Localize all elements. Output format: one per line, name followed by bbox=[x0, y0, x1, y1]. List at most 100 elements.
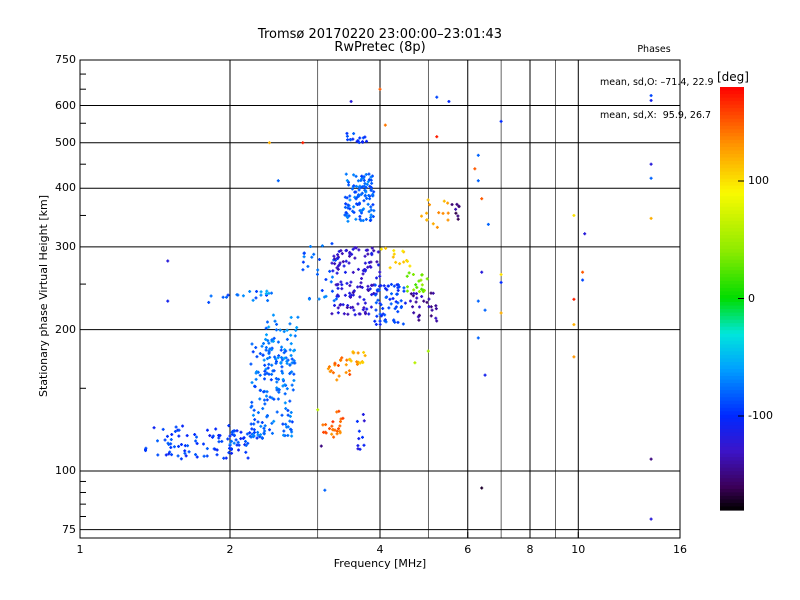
data-point bbox=[336, 364, 340, 368]
data-point bbox=[166, 441, 170, 445]
data-point bbox=[258, 435, 262, 439]
data-point bbox=[351, 209, 355, 213]
colorbar-segment bbox=[720, 450, 744, 455]
data-point bbox=[301, 260, 305, 264]
x-axis-label: Frequency [MHz] bbox=[333, 557, 427, 570]
data-point bbox=[267, 362, 271, 366]
data-point bbox=[268, 395, 272, 399]
data-point bbox=[392, 252, 396, 256]
data-point bbox=[340, 283, 344, 287]
data-point bbox=[331, 371, 335, 375]
data-point bbox=[292, 372, 296, 376]
data-point bbox=[371, 215, 375, 219]
data-point bbox=[437, 211, 441, 215]
data-point bbox=[378, 87, 382, 91]
data-point bbox=[255, 370, 259, 374]
data-point bbox=[349, 138, 353, 142]
data-point bbox=[155, 439, 159, 443]
data-point bbox=[362, 443, 366, 447]
data-point bbox=[417, 313, 421, 317]
colorbar-tick-label: 100 bbox=[748, 174, 769, 187]
data-point bbox=[283, 392, 287, 396]
data-point bbox=[339, 280, 343, 284]
data-point bbox=[454, 211, 458, 215]
data-point bbox=[363, 301, 367, 305]
data-point bbox=[280, 345, 284, 349]
data-point bbox=[271, 339, 275, 343]
colorbar-segment bbox=[720, 111, 744, 116]
data-point bbox=[333, 262, 337, 266]
data-point bbox=[366, 202, 370, 206]
data-point bbox=[415, 296, 419, 300]
colorbar-segment bbox=[720, 485, 744, 490]
data-point bbox=[371, 192, 375, 196]
data-point bbox=[649, 216, 653, 220]
data-point bbox=[372, 190, 376, 194]
data-point bbox=[284, 349, 288, 353]
x-tick-label: 2 bbox=[226, 543, 234, 556]
data-point bbox=[396, 320, 400, 324]
data-point bbox=[330, 242, 334, 246]
colorbar bbox=[720, 87, 744, 511]
data-point bbox=[372, 249, 376, 253]
data-point bbox=[357, 429, 361, 433]
data-point bbox=[363, 261, 367, 265]
data-point bbox=[355, 362, 359, 366]
data-point bbox=[344, 371, 348, 375]
data-point bbox=[354, 217, 358, 221]
data-point bbox=[329, 280, 333, 284]
data-point bbox=[396, 310, 400, 314]
data-point bbox=[361, 272, 365, 276]
x-tick-label: 4 bbox=[376, 543, 384, 556]
data-point bbox=[412, 291, 416, 295]
data-point bbox=[389, 302, 393, 306]
data-point bbox=[354, 246, 358, 250]
data-point bbox=[480, 197, 484, 201]
data-point bbox=[282, 429, 286, 433]
data-point bbox=[331, 269, 335, 273]
data-point bbox=[572, 297, 576, 301]
data-point bbox=[420, 283, 424, 287]
data-point bbox=[386, 284, 390, 288]
data-point bbox=[499, 273, 503, 277]
data-point bbox=[363, 354, 367, 358]
data-point bbox=[276, 397, 280, 401]
data-point bbox=[362, 178, 366, 182]
data-point bbox=[333, 303, 337, 307]
data-point bbox=[277, 390, 281, 394]
data-point bbox=[288, 372, 292, 376]
data-point bbox=[431, 291, 435, 295]
data-point bbox=[307, 297, 311, 301]
data-point bbox=[360, 140, 364, 144]
data-point bbox=[367, 194, 371, 198]
colorbar-segment bbox=[720, 284, 744, 289]
data-point bbox=[372, 209, 376, 213]
data-point bbox=[278, 328, 282, 332]
colorbar-segment bbox=[720, 273, 744, 278]
data-point bbox=[358, 285, 362, 289]
data-point bbox=[290, 357, 294, 361]
data-point bbox=[358, 214, 362, 218]
colorbar-segment bbox=[720, 185, 744, 190]
data-point bbox=[217, 440, 221, 444]
data-point bbox=[383, 123, 387, 127]
data-point bbox=[330, 432, 334, 436]
colorbar-segment bbox=[720, 164, 744, 169]
data-point bbox=[480, 486, 484, 490]
data-point bbox=[341, 416, 345, 420]
colorbar-segment bbox=[720, 358, 744, 363]
data-point bbox=[333, 362, 337, 366]
data-point bbox=[227, 451, 231, 455]
data-point bbox=[405, 289, 409, 293]
data-point bbox=[499, 280, 503, 284]
data-point bbox=[349, 280, 353, 284]
data-point bbox=[340, 252, 344, 256]
data-point bbox=[224, 295, 228, 299]
colorbar-segment bbox=[720, 291, 744, 296]
data-point bbox=[403, 301, 407, 305]
data-point bbox=[264, 337, 268, 341]
data-point bbox=[270, 372, 274, 376]
data-point bbox=[345, 134, 349, 138]
data-point bbox=[421, 288, 425, 292]
data-point bbox=[267, 291, 271, 295]
